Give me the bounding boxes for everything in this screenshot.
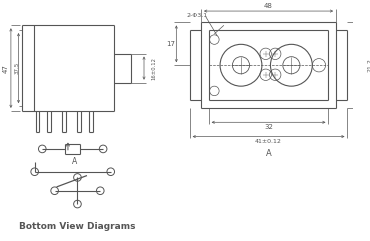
Text: A: A — [72, 156, 77, 166]
Text: 47: 47 — [3, 64, 9, 73]
Text: Bottom View Diagrams: Bottom View Diagrams — [18, 222, 135, 231]
Text: A: A — [266, 149, 272, 158]
Text: 32: 32 — [264, 124, 273, 130]
Text: 21.2: 21.2 — [368, 58, 370, 72]
Text: 16±0.12: 16±0.12 — [151, 57, 156, 80]
Text: 48: 48 — [264, 3, 273, 9]
Text: 41±0.12: 41±0.12 — [255, 139, 282, 144]
Text: 17: 17 — [166, 41, 175, 47]
Text: 37.5: 37.5 — [14, 62, 19, 74]
Text: 2-Φ3.1: 2-Φ3.1 — [187, 13, 208, 18]
